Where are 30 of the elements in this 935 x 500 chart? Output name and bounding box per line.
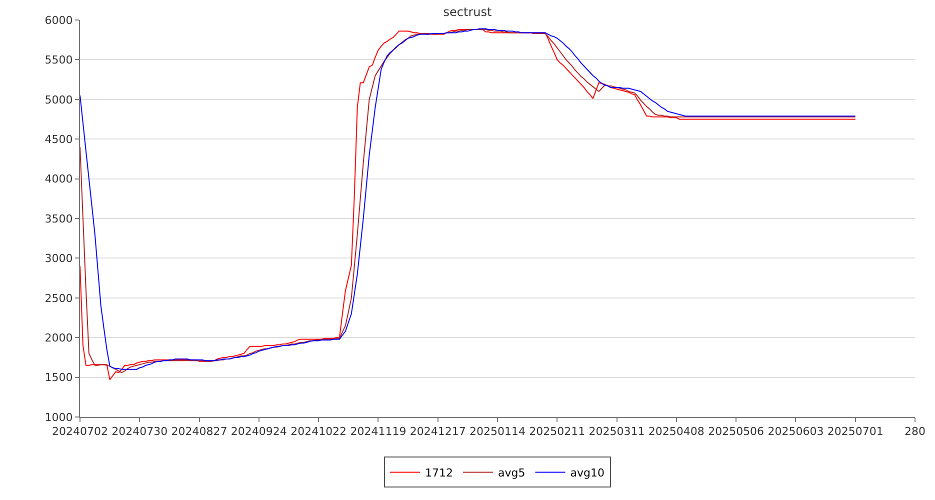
x-tick-label: 280	[904, 425, 926, 438]
x-tick-label: 20250603	[768, 425, 824, 438]
x-tick-label: 20250211	[529, 425, 586, 438]
legend-label: avg10	[570, 466, 604, 480]
y-tick-label: 1500	[44, 371, 73, 384]
legend-label: avg5	[498, 466, 526, 480]
y-tick-label: 2000	[44, 331, 73, 344]
x-tick-label: 20240924	[230, 425, 287, 438]
x-tick-label: 20250701	[827, 425, 884, 438]
x-tick-label: 20241119	[350, 425, 406, 438]
y-tick-label: 3000	[44, 252, 73, 266]
x-tick-label: 20250114	[470, 425, 526, 438]
chart-title: sectrust	[443, 4, 492, 19]
x-tick-label: 20250311	[588, 425, 645, 438]
x-tick-label: 20250408	[648, 425, 704, 438]
x-tick-label: 20240730	[112, 425, 168, 438]
y-tick-label: 2500	[44, 292, 73, 305]
y-tick-label: 6000	[44, 14, 73, 27]
x-tick-label: 20241022	[290, 425, 347, 438]
y-tick-label: 5000	[44, 93, 73, 106]
x-tick-label: 20240702	[52, 425, 108, 438]
y-tick-label: 4500	[44, 132, 73, 146]
y-tick-label: 3500	[44, 212, 73, 226]
y-tick-label: 4000	[44, 172, 73, 186]
x-tick-label: 20241217	[410, 425, 466, 438]
y-tick-label: 5500	[44, 54, 73, 67]
legend-label: 1712	[425, 466, 453, 480]
x-tick-label: 20250506	[708, 425, 764, 438]
x-tick-label: 20240827	[171, 425, 228, 438]
y-tick-label: 1000	[44, 410, 73, 424]
